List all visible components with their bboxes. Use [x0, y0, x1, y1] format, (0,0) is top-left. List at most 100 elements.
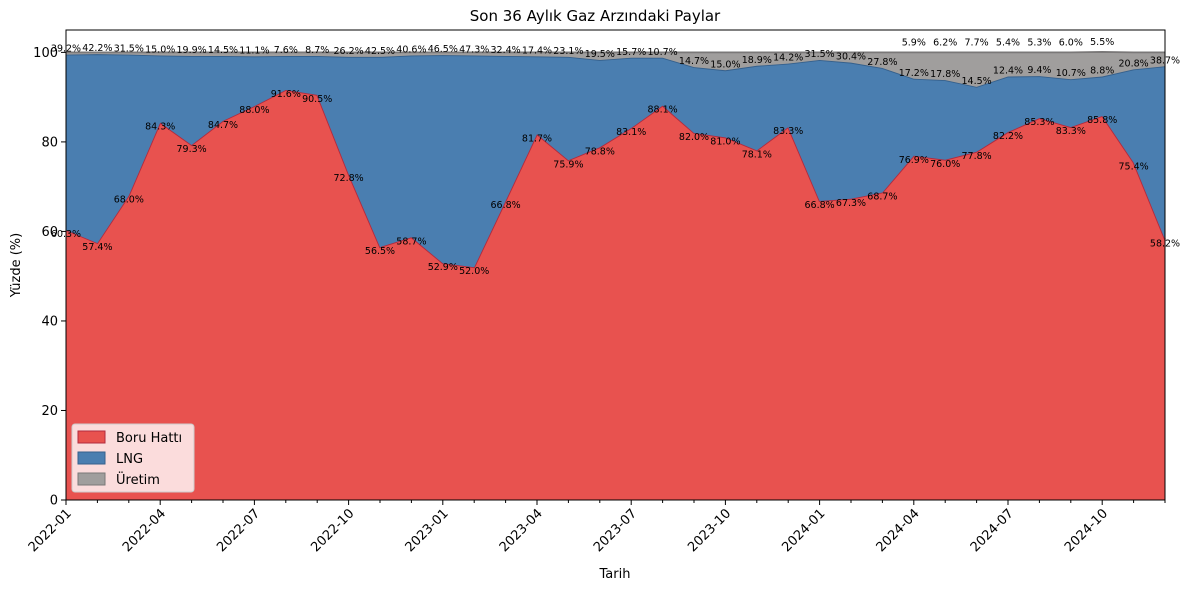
plot-areas	[65, 51, 1166, 500]
y-tick-label: 100	[33, 46, 58, 61]
data-label: 15.0%	[145, 45, 175, 56]
area-lng	[66, 54, 1165, 268]
data-label: 72.8%	[334, 173, 364, 184]
legend-entry: LNG	[116, 452, 143, 467]
data-label: 23.1%	[553, 46, 583, 57]
x-tick-label: 2023-07	[591, 506, 640, 555]
data-label: 31.5%	[114, 44, 144, 55]
data-label: 19.5%	[585, 49, 615, 60]
legend: Boru Hattı LNG Üretim	[71, 423, 195, 493]
y-tick-label: 40	[41, 314, 58, 329]
data-label: 78.1%	[742, 149, 772, 160]
x-axis: 2022-01 2022-04 2022-07 2022-10 2023-01 2023-…	[26, 500, 1166, 555]
plot-frame	[65, 29, 1166, 501]
legend-swatch	[77, 430, 106, 444]
data-label: 14.2%	[773, 53, 803, 64]
data-label: 85.3%	[1024, 117, 1054, 128]
data-label: 90.5%	[302, 94, 332, 105]
data-label: 52.0%	[459, 266, 489, 277]
x-tick-label: 2024-01	[779, 506, 828, 555]
data-label: 81.0%	[710, 136, 740, 147]
chart-title: Son 36 Aylık Gaz Arzındaki Paylar	[470, 7, 721, 25]
data-label: 18.9%	[742, 55, 772, 66]
x-tick-label: 2023-01	[403, 506, 452, 555]
data-label: 77.8%	[962, 151, 992, 162]
data-label: 88.1%	[648, 105, 678, 116]
x-tick-label: 2024-04	[874, 506, 923, 555]
data-label: 83.1%	[616, 127, 646, 138]
x-tick-label: 2024-10	[1062, 506, 1111, 555]
data-label: 40.6%	[396, 45, 426, 56]
data-label: 84.3%	[145, 122, 175, 133]
data-label: 83.3%	[773, 126, 803, 137]
data-label: 58.7%	[396, 236, 426, 247]
data-label: 56.5%	[365, 246, 395, 257]
data-label: 83.3%	[1056, 126, 1086, 137]
y-tick-label: 60	[41, 225, 58, 240]
data-label: 7.6%	[274, 45, 298, 56]
y-tick-label: 80	[41, 135, 58, 150]
x-axis-label: Tarih	[599, 567, 631, 582]
data-label: 5.9%	[902, 37, 926, 48]
data-label: 9.4%	[1027, 65, 1051, 76]
data-label: 68.0%	[114, 195, 144, 206]
data-label: 26.2%	[334, 46, 364, 57]
data-label: 85.8%	[1087, 115, 1117, 126]
data-label: 5.3%	[1027, 37, 1051, 48]
data-label: 14.7%	[679, 56, 709, 67]
data-label: 10.7%	[648, 47, 678, 58]
data-label: 7.7%	[965, 37, 989, 48]
data-label: 84.7%	[208, 120, 238, 131]
x-tick-label: 2023-04	[497, 506, 546, 555]
y-axis: 0 20 40 60 80 100	[33, 46, 66, 509]
data-label: 10.7%	[1056, 68, 1086, 79]
data-label: 27.8%	[867, 57, 897, 68]
data-label: 17.8%	[930, 69, 960, 80]
data-label: 14.5%	[208, 45, 238, 56]
data-label: 52.9%	[428, 262, 458, 273]
data-label: 20.8%	[1119, 58, 1149, 69]
data-label: 79.3%	[177, 144, 207, 155]
data-label: 42.2%	[82, 43, 112, 54]
data-label: 30.4%	[836, 52, 866, 63]
area-uretim	[66, 51, 1165, 87]
data-label: 91.6%	[271, 89, 301, 100]
data-label: 15.0%	[710, 59, 740, 70]
data-label: 8.7%	[305, 45, 329, 56]
data-label: 31.5%	[805, 49, 835, 60]
data-label: 57.4%	[82, 242, 112, 253]
data-label: 6.0%	[1059, 37, 1083, 48]
x-tick-label: 2022-01	[26, 506, 75, 555]
data-label: 75.4%	[1119, 162, 1149, 173]
data-label: 17.2%	[899, 68, 929, 79]
y-tick-label: 20	[41, 404, 58, 419]
data-label: 42.5%	[365, 46, 395, 57]
data-label: 6.2%	[933, 37, 957, 48]
area-boru-hatti	[66, 89, 1165, 500]
data-label: 19.9%	[177, 45, 207, 56]
x-tick-label: 2023-10	[685, 506, 734, 555]
x-tick-label: 2022-10	[308, 506, 357, 555]
data-label: 46.5%	[428, 44, 458, 55]
data-label: 32.4%	[491, 45, 521, 56]
data-label: 67.3%	[836, 198, 866, 209]
x-tick-label: 2024-07	[968, 506, 1017, 555]
data-label: 66.8%	[805, 200, 835, 211]
data-label: 15.7%	[616, 47, 646, 58]
data-label: 5.4%	[996, 37, 1020, 48]
legend-swatch	[77, 451, 106, 465]
data-label: 14.5%	[962, 76, 992, 87]
data-label: 82.0%	[679, 132, 709, 143]
data-label: 12.4%	[993, 66, 1023, 77]
data-label: 82.2%	[993, 131, 1023, 142]
data-label: 11.1%	[239, 45, 269, 56]
data-label: 68.7%	[867, 191, 897, 202]
data-label: 8.8%	[1090, 66, 1114, 77]
legend-entry: Boru Hattı	[116, 431, 182, 446]
legend-entry: Üretim	[116, 471, 160, 488]
legend-swatch	[77, 472, 106, 486]
data-label: 88.0%	[239, 105, 269, 116]
data-label: 76.0%	[930, 159, 960, 170]
y-axis-label: Yüzde (%)	[9, 233, 24, 298]
